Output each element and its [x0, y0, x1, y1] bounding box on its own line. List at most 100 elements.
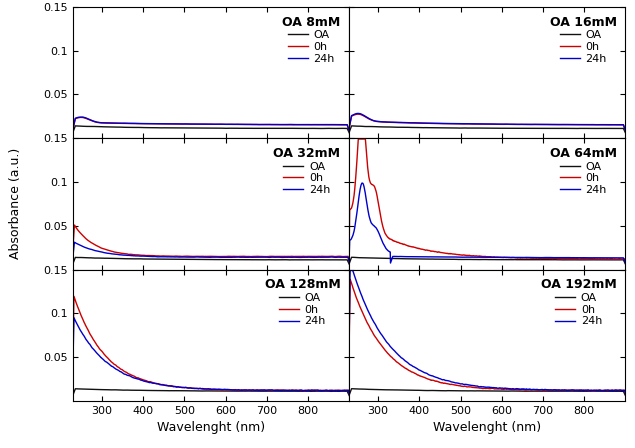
0h — [106, 358, 114, 363]
24h — [382, 339, 390, 344]
OA — [69, 129, 77, 135]
24h — [354, 111, 362, 116]
OA — [622, 262, 629, 267]
OA — [465, 388, 473, 394]
0h — [392, 120, 400, 125]
OA — [491, 125, 498, 131]
OA — [69, 261, 77, 266]
24h — [392, 120, 400, 125]
OA — [106, 256, 114, 261]
0h — [622, 259, 629, 264]
OA — [163, 125, 170, 130]
24h — [189, 254, 197, 260]
OA — [215, 125, 222, 131]
0h — [163, 121, 170, 127]
0h — [69, 126, 77, 131]
0h — [220, 122, 228, 127]
24h — [163, 121, 170, 126]
0h — [465, 121, 473, 127]
24h — [622, 392, 629, 397]
0h — [497, 386, 504, 392]
Line: 24h: 24h — [73, 117, 349, 131]
Line: OA: OA — [349, 389, 625, 396]
OA — [116, 125, 124, 130]
0h — [215, 387, 222, 392]
24h — [439, 377, 446, 383]
24h — [220, 121, 228, 127]
24h — [220, 387, 228, 392]
24h — [106, 121, 114, 126]
24h — [345, 252, 353, 258]
24h — [497, 385, 504, 391]
0h — [215, 122, 222, 127]
OA — [345, 261, 353, 266]
OA — [106, 387, 114, 392]
0h — [163, 383, 170, 388]
0h — [189, 254, 197, 259]
0h — [382, 120, 390, 125]
Line: 0h: 0h — [349, 114, 625, 131]
Text: Absorbance (a.u.): Absorbance (a.u.) — [10, 148, 22, 259]
24h — [116, 369, 124, 374]
0h — [491, 386, 498, 392]
OA — [465, 125, 473, 131]
OA — [72, 386, 79, 392]
Line: OA: OA — [349, 257, 625, 264]
24h — [491, 254, 498, 260]
24h — [622, 260, 629, 266]
0h — [189, 121, 197, 127]
0h — [392, 239, 400, 244]
24h — [215, 387, 222, 392]
OA — [72, 123, 79, 129]
0h — [355, 136, 363, 142]
OA — [215, 257, 222, 262]
0h — [354, 112, 362, 117]
OA — [72, 255, 79, 260]
OA — [622, 130, 629, 136]
24h — [116, 121, 124, 126]
Line: 24h: 24h — [349, 113, 625, 131]
OA — [106, 124, 114, 129]
24h — [69, 356, 77, 362]
0h — [345, 259, 353, 264]
X-axis label: Wavelenght (nm): Wavelenght (nm) — [157, 422, 265, 435]
0h — [622, 392, 629, 397]
0h — [215, 254, 222, 259]
24h — [465, 121, 473, 127]
Line: OA: OA — [73, 126, 349, 133]
X-axis label: Wavelenght (nm): Wavelenght (nm) — [433, 422, 542, 435]
0h — [382, 349, 390, 354]
24h — [70, 240, 78, 245]
0h — [106, 248, 114, 254]
0h — [439, 121, 446, 126]
OA — [392, 387, 400, 392]
24h — [439, 254, 446, 259]
OA — [382, 124, 390, 129]
OA — [392, 125, 400, 130]
OA — [220, 125, 228, 131]
0h — [77, 115, 85, 120]
0h — [220, 254, 228, 259]
24h — [358, 180, 366, 185]
0h — [439, 380, 446, 386]
24h — [106, 251, 114, 256]
24h — [70, 315, 77, 320]
0h — [220, 387, 228, 392]
OA — [382, 256, 390, 261]
0h — [69, 244, 77, 250]
OA — [497, 388, 504, 394]
24h — [69, 253, 77, 258]
0h — [189, 386, 197, 391]
0h — [345, 125, 353, 130]
24h — [622, 128, 629, 134]
0h — [106, 121, 114, 126]
OA — [189, 257, 197, 262]
Legend: OA, 0h, 24h: OA, 0h, 24h — [270, 144, 344, 198]
0h — [116, 121, 124, 126]
OA — [345, 129, 353, 135]
24h — [382, 246, 390, 251]
0h — [345, 337, 353, 342]
Legend: OA, 0h, 24h: OA, 0h, 24h — [546, 144, 620, 198]
OA — [392, 256, 400, 261]
24h — [345, 260, 353, 265]
